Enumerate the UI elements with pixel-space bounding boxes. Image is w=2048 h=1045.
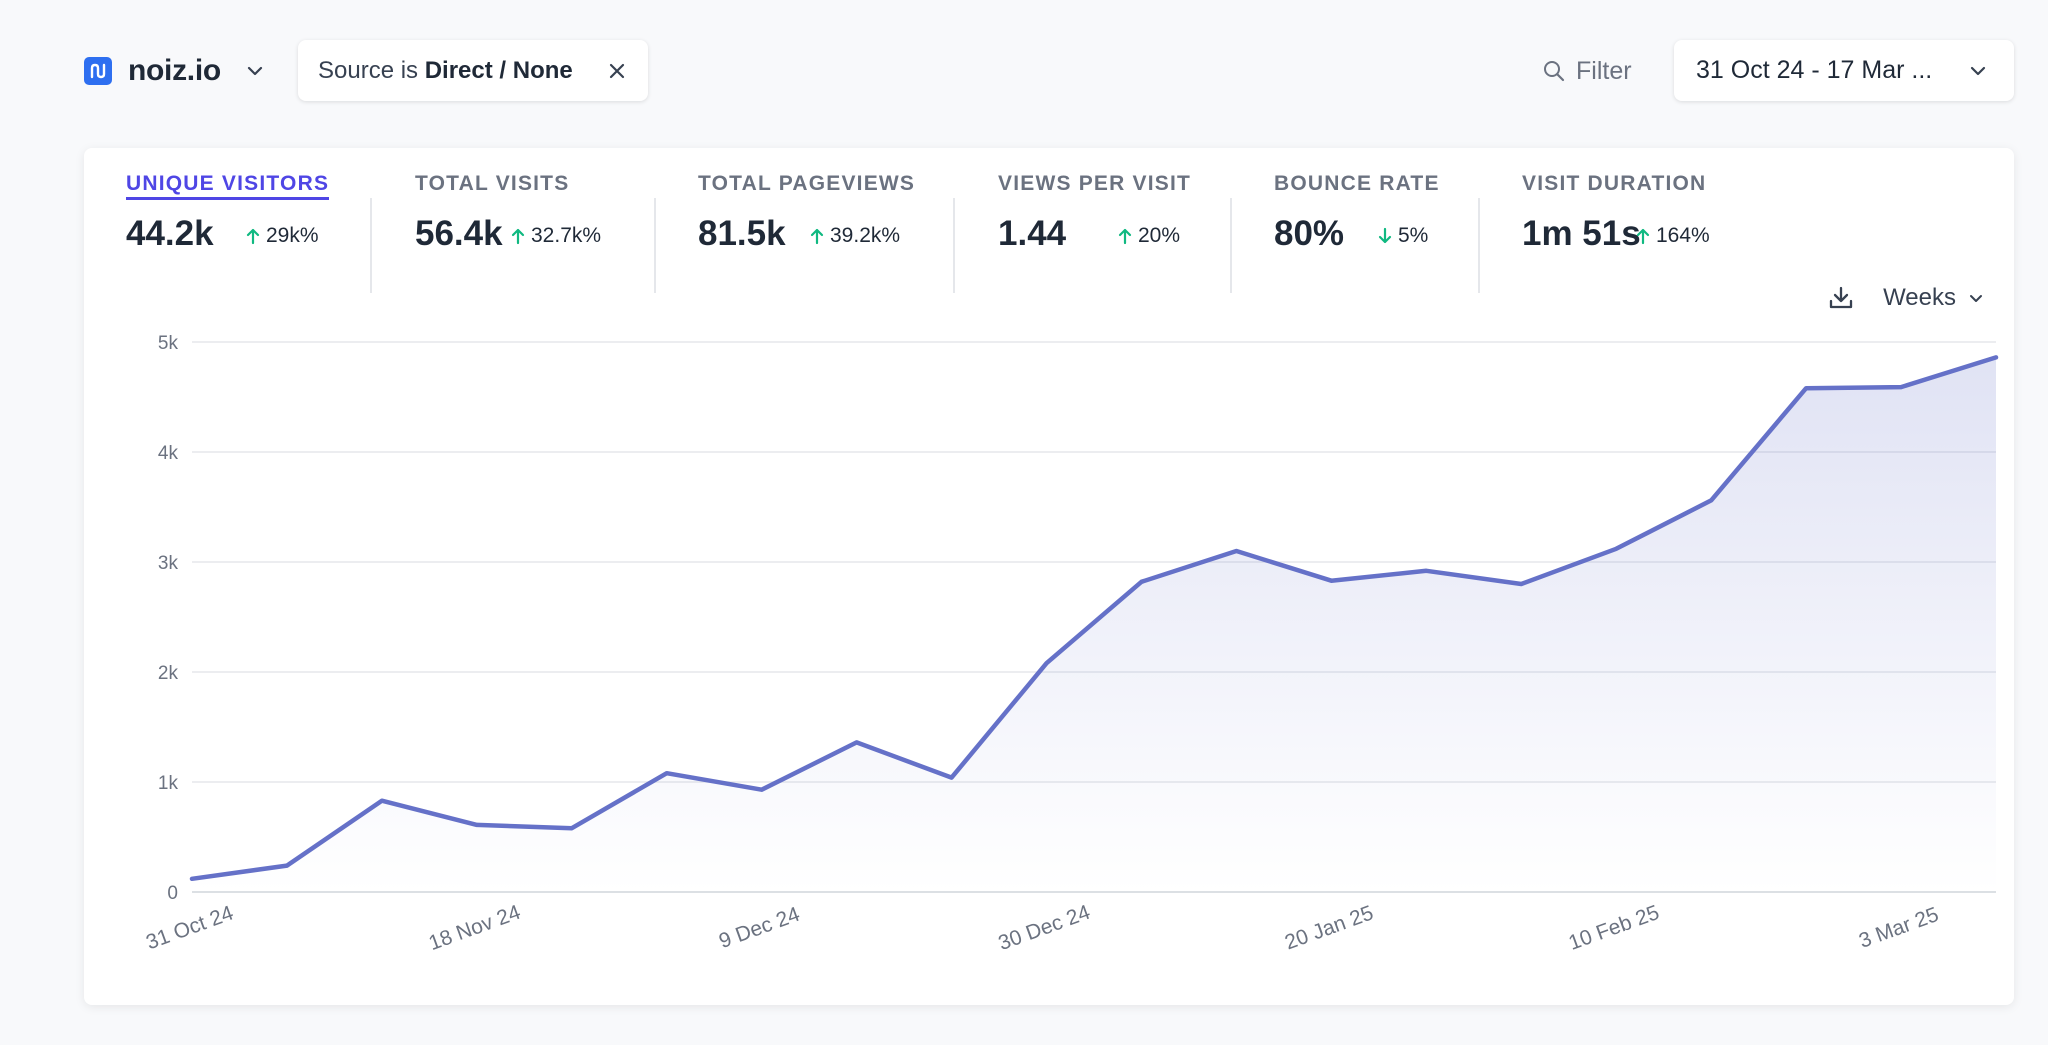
stat-change-value: 5%	[1398, 224, 1429, 247]
filter-pill-text: Source is Direct / None	[318, 57, 608, 85]
wave-logo-icon	[84, 57, 112, 85]
stat-value: 1.44	[998, 214, 1067, 253]
chevron-down-icon	[1970, 295, 1982, 302]
y-tick-label: 0	[167, 883, 178, 904]
arrow-up-icon	[511, 228, 525, 245]
y-tick-label: 3k	[158, 553, 179, 574]
y-tick-label: 2k	[158, 663, 179, 684]
top-stats: UNIQUE VISITORS 44.2k 29k% TOTAL VISITS …	[84, 172, 2014, 293]
data-point	[569, 825, 575, 831]
data-point	[284, 863, 290, 869]
data-point	[1993, 354, 1999, 360]
stat-divider	[953, 198, 955, 293]
stat-change-value: 164%	[1656, 224, 1710, 247]
arrow-up-icon	[246, 228, 260, 245]
arrow-up-icon	[810, 228, 824, 245]
x-tick-label: 18 Nov 24	[426, 901, 524, 955]
date-range-label: 31 Oct 24 - 17 Mar ...	[1696, 56, 1933, 84]
site-name: noiz.io	[128, 54, 221, 87]
search-icon	[1542, 59, 1566, 83]
x-tick-label: 9 Dec 24	[716, 903, 803, 953]
stat-label: UNIQUE VISITORS	[126, 172, 330, 200]
stat-divider	[370, 198, 372, 293]
data-point	[1898, 384, 1904, 390]
download-icon[interactable]	[1827, 284, 1855, 312]
stat-value: 56.4k	[415, 214, 503, 253]
data-point	[1613, 546, 1619, 552]
stat-change-value: 20%	[1138, 224, 1181, 247]
stat-change: 32.7k%	[511, 224, 601, 248]
stat-change-value: 32.7k%	[531, 224, 602, 247]
close-icon[interactable]	[608, 62, 626, 80]
data-point	[1328, 578, 1334, 584]
y-tick-label: 5k	[158, 333, 179, 354]
stat-label: VISIT DURATION	[1522, 172, 1707, 195]
data-point	[189, 876, 195, 882]
data-point	[1138, 579, 1144, 585]
stat-label: TOTAL VISITS	[415, 172, 570, 195]
chevron-down-icon	[1968, 61, 1988, 81]
filter-pill-prefix: Source is	[318, 56, 425, 84]
x-tick-label: 10 Feb 25	[1566, 901, 1663, 955]
stat-value: 1m 51s	[1522, 214, 1641, 253]
filter-button-label: Filter	[1576, 56, 1632, 85]
stat-value: 80%	[1274, 214, 1345, 253]
data-point	[1044, 660, 1050, 666]
data-point	[474, 822, 480, 828]
data-point	[1518, 581, 1524, 587]
date-range-picker[interactable]: 31 Oct 24 - 17 Mar ...	[1674, 40, 2014, 101]
data-point	[759, 787, 765, 793]
data-point	[1708, 497, 1714, 503]
x-tick-label: 31 Oct 24	[143, 901, 237, 954]
active-filter-pill[interactable]: Source is Direct / None	[298, 40, 648, 101]
visitors-chart[interactable]: 0 1k 2k 3k 4k 5k 31 Oct 24 18 Nov 24 9 Dec 24 30 …	[84, 148, 2014, 1005]
stat-value: 44.2k	[126, 214, 214, 253]
stat-divider	[1230, 198, 1232, 293]
stat-divider	[654, 198, 656, 293]
filter-button[interactable]: Filter	[1542, 52, 1632, 90]
stat-change-value: 29k%	[266, 224, 319, 247]
arrow-down-icon	[1378, 227, 1392, 244]
interval-selector[interactable]: Weeks	[1883, 284, 1984, 312]
chart-tools: Weeks	[1827, 278, 1984, 318]
stat-label: TOTAL PAGEVIEWS	[698, 172, 916, 195]
data-point	[1233, 548, 1239, 554]
stat-change: 29k%	[246, 224, 319, 248]
data-point	[949, 775, 955, 781]
stat-label: VIEWS PER VISIT	[998, 172, 1192, 195]
stat-label: BOUNCE RATE	[1274, 172, 1440, 195]
x-tick-label: 3 Mar 25	[1856, 903, 1942, 953]
stat-change: 5%	[1378, 224, 1428, 248]
stat-divider	[1478, 198, 1480, 293]
data-point	[664, 770, 670, 776]
stat-value: 81.5k	[698, 214, 786, 253]
main-stats-card: UNIQUE VISITORS 44.2k 29k% TOTAL VISITS …	[84, 148, 2014, 1005]
stat-change: 39.2k%	[810, 224, 900, 248]
chevron-down-icon[interactable]	[245, 61, 265, 81]
data-point	[854, 739, 860, 745]
interval-label: Weeks	[1883, 284, 1956, 311]
arrow-up-icon	[1118, 228, 1132, 245]
x-tick-label: 30 Dec 24	[995, 901, 1093, 955]
stat-change: 164%	[1636, 224, 1710, 248]
site-switcher[interactable]: noiz.io	[84, 50, 265, 92]
stat-change-value: 39.2k%	[830, 224, 901, 247]
data-point	[1423, 568, 1429, 574]
series-line	[189, 355, 1999, 882]
data-point	[1803, 385, 1809, 391]
x-tick-label: 20 Jan 25	[1282, 901, 1377, 954]
stat-change: 20%	[1118, 224, 1180, 248]
y-tick-label: 4k	[158, 443, 179, 464]
y-tick-label: 1k	[158, 773, 179, 794]
filter-pill-value: Direct / None	[424, 56, 573, 84]
arrow-up-icon	[1636, 228, 1650, 245]
data-point	[379, 798, 385, 804]
